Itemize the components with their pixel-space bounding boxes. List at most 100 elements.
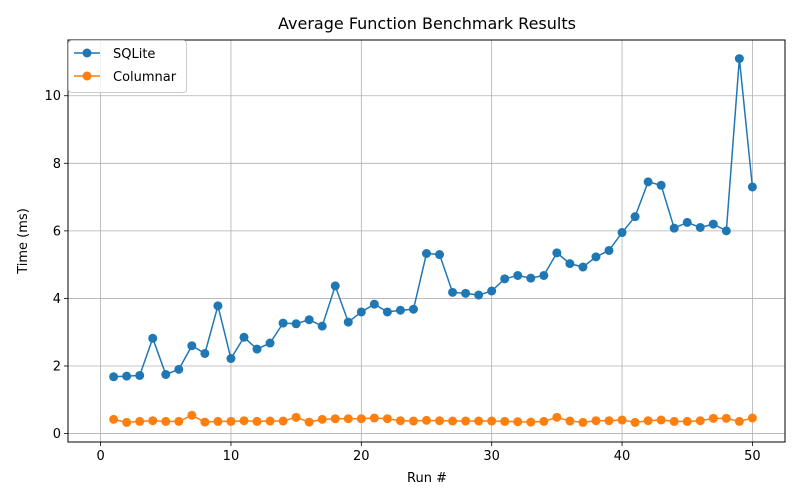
data-point-columnar bbox=[382, 414, 392, 424]
data-point-sqlite bbox=[747, 182, 757, 192]
data-point-columnar bbox=[539, 416, 549, 426]
data-point-columnar bbox=[408, 416, 418, 426]
data-point-columnar bbox=[330, 414, 340, 424]
data-point-sqlite bbox=[708, 219, 718, 229]
data-point-columnar bbox=[630, 417, 640, 427]
series-layer bbox=[109, 54, 757, 427]
data-point-sqlite bbox=[695, 222, 705, 232]
data-point-sqlite bbox=[382, 307, 392, 317]
data-point-columnar bbox=[304, 417, 314, 427]
data-point-columnar bbox=[617, 415, 627, 425]
y-tick-label: 4 bbox=[53, 292, 61, 307]
data-point-sqlite bbox=[226, 354, 236, 364]
data-point-sqlite bbox=[604, 245, 614, 255]
data-point-columnar bbox=[669, 416, 679, 426]
data-point-columnar bbox=[695, 416, 705, 426]
data-point-columnar bbox=[200, 417, 210, 427]
data-point-sqlite bbox=[734, 54, 744, 64]
series-line-sqlite bbox=[113, 58, 754, 378]
data-point-sqlite bbox=[617, 228, 627, 238]
data-point-sqlite bbox=[539, 270, 549, 280]
data-point-columnar bbox=[565, 416, 575, 426]
data-point-sqlite bbox=[500, 274, 510, 284]
data-point-columnar bbox=[448, 416, 458, 426]
data-point-sqlite bbox=[369, 299, 379, 309]
data-point-columnar bbox=[422, 415, 431, 425]
data-point-sqlite bbox=[435, 250, 445, 260]
data-point-columnar bbox=[721, 413, 731, 423]
data-point-sqlite bbox=[513, 270, 523, 280]
data-point-sqlite bbox=[565, 259, 575, 269]
data-point-columnar bbox=[174, 416, 184, 426]
y-axis: 0 2 4 6 8 10 bbox=[44, 89, 68, 442]
legend-marker-sqlite bbox=[82, 48, 92, 58]
data-point-columnar bbox=[226, 416, 236, 426]
data-point-sqlite bbox=[122, 371, 132, 381]
data-point-columnar bbox=[343, 414, 353, 424]
data-point-sqlite bbox=[109, 372, 119, 382]
data-point-sqlite bbox=[656, 180, 666, 190]
data-point-sqlite bbox=[343, 317, 353, 327]
x-axis: 0 10 20 30 40 50 bbox=[96, 442, 761, 464]
data-point-columnar bbox=[135, 416, 145, 426]
data-point-sqlite bbox=[330, 281, 340, 291]
data-point-sqlite bbox=[304, 315, 314, 325]
data-point-sqlite bbox=[200, 348, 210, 358]
data-point-sqlite bbox=[239, 332, 249, 342]
data-point-columnar bbox=[708, 413, 718, 423]
y-tick-label: 2 bbox=[53, 359, 61, 374]
data-point-sqlite bbox=[630, 212, 640, 222]
data-point-columnar bbox=[109, 414, 119, 424]
data-point-sqlite bbox=[265, 338, 275, 348]
x-tick-label: 30 bbox=[483, 449, 500, 464]
data-point-sqlite bbox=[578, 262, 588, 272]
data-point-sqlite bbox=[448, 287, 458, 297]
data-point-columnar bbox=[148, 416, 158, 426]
data-point-sqlite bbox=[526, 273, 536, 283]
legend: SQLite Columnar bbox=[68, 40, 187, 93]
data-point-sqlite bbox=[252, 344, 262, 354]
legend-label-columnar: Columnar bbox=[113, 70, 177, 85]
data-point-sqlite bbox=[161, 369, 171, 379]
data-point-sqlite bbox=[148, 333, 158, 343]
data-point-columnar bbox=[526, 417, 536, 427]
data-point-sqlite bbox=[187, 341, 197, 351]
data-point-columnar bbox=[682, 416, 692, 426]
data-point-columnar bbox=[513, 417, 523, 427]
data-point-columnar bbox=[747, 413, 757, 423]
data-point-columnar bbox=[656, 415, 666, 425]
data-point-columnar bbox=[161, 416, 171, 426]
data-point-sqlite bbox=[474, 290, 484, 300]
data-point-columnar bbox=[643, 416, 653, 426]
data-point-columnar bbox=[474, 416, 484, 426]
data-point-sqlite bbox=[278, 318, 288, 328]
data-point-sqlite bbox=[591, 252, 601, 262]
data-point-columnar bbox=[356, 414, 366, 424]
data-point-sqlite bbox=[408, 304, 418, 314]
data-point-columnar bbox=[395, 416, 405, 426]
x-tick-label: 40 bbox=[614, 449, 631, 464]
data-point-columnar bbox=[487, 416, 497, 426]
y-tick-label: 6 bbox=[53, 224, 61, 239]
x-tick-label: 50 bbox=[744, 449, 761, 464]
data-point-sqlite bbox=[721, 226, 731, 236]
data-point-sqlite bbox=[356, 307, 366, 317]
data-point-sqlite bbox=[317, 321, 327, 331]
data-point-columnar bbox=[122, 417, 132, 427]
data-point-columnar bbox=[500, 416, 510, 426]
data-point-columnar bbox=[734, 416, 744, 426]
data-point-columnar bbox=[591, 416, 601, 426]
data-point-sqlite bbox=[669, 223, 679, 233]
y-axis-label: Time (ms) bbox=[16, 208, 31, 275]
y-tick-label: 0 bbox=[53, 427, 61, 442]
data-point-columnar bbox=[187, 410, 197, 420]
data-point-sqlite bbox=[487, 286, 497, 296]
data-point-sqlite bbox=[395, 305, 405, 315]
plot-area bbox=[68, 40, 785, 442]
data-point-sqlite bbox=[552, 248, 562, 258]
data-point-columnar bbox=[213, 416, 223, 426]
data-point-sqlite bbox=[291, 319, 301, 329]
data-point-columnar bbox=[291, 412, 301, 422]
data-point-columnar bbox=[369, 413, 379, 423]
